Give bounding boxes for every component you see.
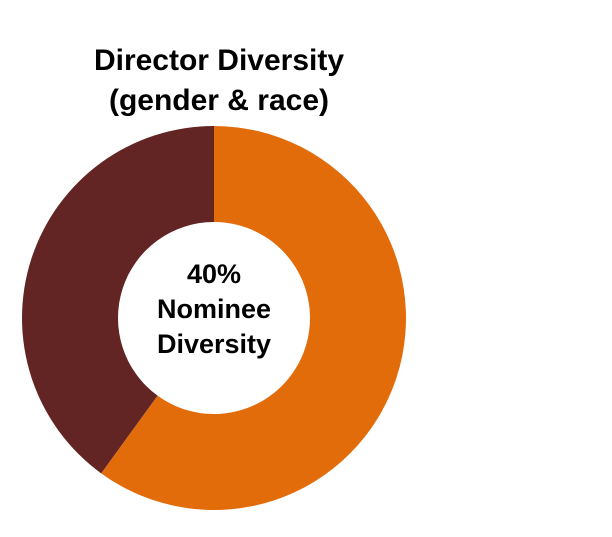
donut-slice <box>101 126 406 510</box>
chart-title: (gender & race) <box>109 84 329 117</box>
center-label: Diversity <box>157 329 271 359</box>
donut-slice <box>21 126 214 474</box>
center-label: Nominee <box>157 294 271 324</box>
value-label: 40% <box>187 259 241 289</box>
donut <box>21 126 406 510</box>
chart-title: Director Diversity <box>94 44 344 77</box>
